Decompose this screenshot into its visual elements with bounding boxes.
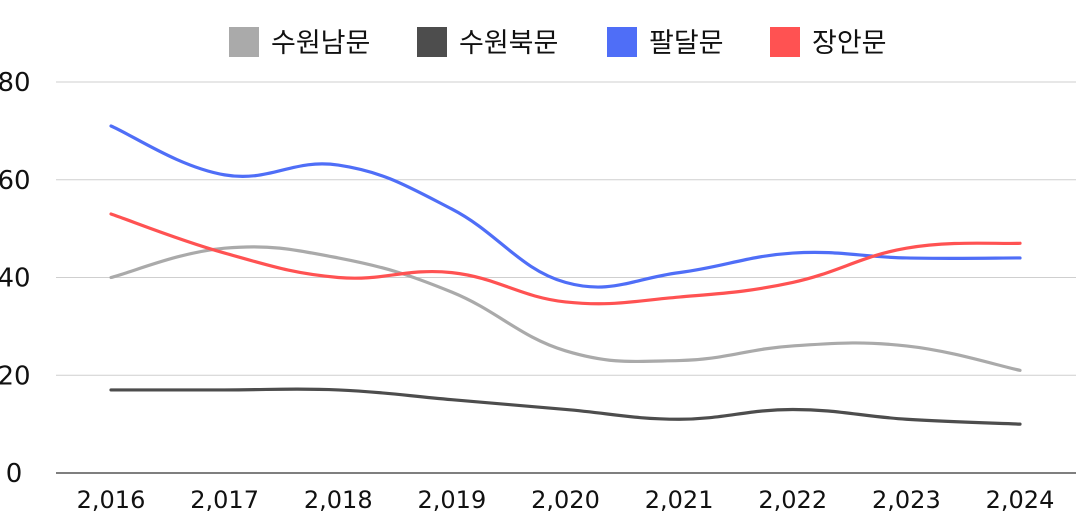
data-point bbox=[109, 124, 113, 128]
x-tick-label: 2,021 bbox=[645, 486, 714, 514]
data-point bbox=[223, 251, 227, 255]
data-point bbox=[336, 163, 340, 167]
series-line-0 bbox=[109, 245, 1022, 372]
legend-label: 팔달문 bbox=[649, 28, 724, 59]
series-line-3 bbox=[109, 212, 1022, 306]
data-point bbox=[904, 344, 908, 348]
series-line-1 bbox=[109, 387, 1022, 426]
legend-item: 수원남문 bbox=[229, 27, 370, 59]
legend: 수원남문 수원북문 팔달문 장안문 bbox=[229, 27, 887, 59]
x-tick-label: 2,023 bbox=[872, 486, 941, 514]
data-point bbox=[1018, 256, 1022, 260]
data-point bbox=[109, 276, 113, 280]
data-point bbox=[564, 349, 568, 353]
data-point bbox=[791, 407, 795, 411]
data-point bbox=[791, 344, 795, 348]
data-point bbox=[1018, 241, 1022, 245]
data-point bbox=[450, 271, 454, 275]
x-tick-label: 2,019 bbox=[418, 486, 487, 514]
y-axis-ticks: 0 20 40 60 80 bbox=[0, 68, 31, 489]
data-point bbox=[336, 276, 340, 280]
data-point bbox=[1018, 368, 1022, 372]
data-point bbox=[791, 280, 795, 284]
data-point bbox=[564, 300, 568, 304]
legend-label: 수원북문 bbox=[459, 28, 558, 59]
y-tick-label: 40 bbox=[0, 264, 31, 294]
data-point bbox=[677, 295, 681, 299]
data-point bbox=[677, 417, 681, 421]
data-point bbox=[223, 246, 227, 250]
legend-item: 팔달문 bbox=[607, 27, 724, 59]
data-point bbox=[223, 388, 227, 392]
legend-swatch bbox=[607, 27, 637, 57]
legend-swatch bbox=[770, 27, 800, 57]
y-tick-label: 80 bbox=[0, 68, 31, 98]
data-point bbox=[223, 173, 227, 177]
legend-label: 장안문 bbox=[812, 28, 887, 59]
x-tick-label: 2,020 bbox=[531, 486, 600, 514]
data-point bbox=[1018, 422, 1022, 426]
data-point bbox=[336, 388, 340, 392]
x-tick-label: 2,016 bbox=[77, 486, 146, 514]
data-point bbox=[677, 271, 681, 275]
data-point bbox=[450, 290, 454, 294]
y-tick-label: 20 bbox=[0, 361, 31, 391]
x-tick-label: 2,022 bbox=[758, 486, 827, 514]
x-axis-ticks: 2,016 2,017 2,018 2,019 2,020 2,021 2,022 2,023… bbox=[77, 486, 1055, 514]
x-tick-label: 2,024 bbox=[986, 486, 1055, 514]
gridlines bbox=[56, 81, 1076, 474]
data-point bbox=[450, 398, 454, 402]
data-point bbox=[904, 417, 908, 421]
data-point bbox=[564, 280, 568, 284]
legend-swatch bbox=[229, 27, 259, 57]
data-point bbox=[904, 246, 908, 250]
data-point bbox=[109, 388, 113, 392]
data-point bbox=[904, 256, 908, 260]
data-point bbox=[450, 207, 454, 211]
legend-swatch bbox=[417, 27, 447, 57]
series-line-2 bbox=[109, 124, 1022, 289]
data-point bbox=[677, 359, 681, 363]
legend-item: 장안문 bbox=[770, 27, 887, 59]
data-point bbox=[336, 256, 340, 260]
data-point bbox=[791, 251, 795, 255]
series-lines bbox=[109, 124, 1022, 426]
x-tick-label: 2,018 bbox=[304, 486, 373, 514]
y-tick-label: 0 bbox=[6, 459, 23, 489]
legend-label: 수원남문 bbox=[271, 28, 370, 59]
data-point bbox=[564, 407, 568, 411]
y-tick-label: 60 bbox=[0, 166, 31, 196]
x-tick-label: 2,017 bbox=[190, 486, 259, 514]
data-point bbox=[109, 212, 113, 216]
legend-item: 수원북문 bbox=[417, 27, 558, 59]
